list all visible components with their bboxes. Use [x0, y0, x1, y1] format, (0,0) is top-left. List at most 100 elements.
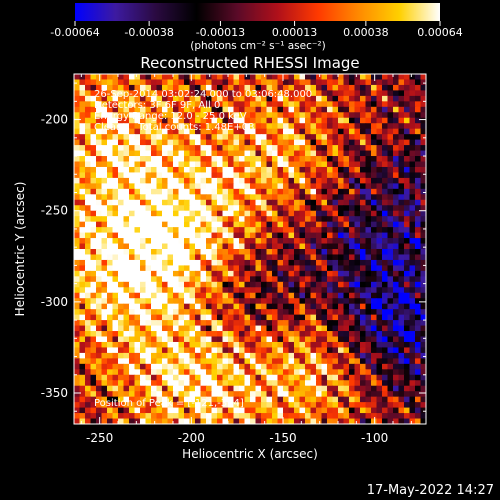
heatmap-cell	[294, 347, 301, 354]
heatmap-cell	[266, 402, 273, 409]
heatmap-cell	[184, 79, 191, 86]
heatmap-cell	[217, 254, 224, 261]
heatmap-cell	[354, 106, 361, 113]
heatmap-cell	[360, 194, 367, 201]
heatmap-cell	[365, 413, 372, 420]
heatmap-cell	[332, 249, 339, 256]
heatmap-cell	[327, 232, 334, 239]
heatmap-cell	[277, 172, 284, 179]
heatmap-cell	[112, 95, 119, 102]
heatmap-cell	[74, 341, 81, 349]
heatmap-cell	[294, 418, 301, 424]
heatmap-cell	[398, 106, 405, 113]
heatmap-cell	[79, 232, 86, 239]
heatmap-cell	[151, 352, 158, 359]
heatmap-cell	[343, 320, 350, 327]
heatmap-cell	[244, 298, 251, 305]
heatmap-cell	[178, 380, 185, 387]
heatmap-cell	[189, 413, 196, 420]
heatmap-cell	[123, 112, 130, 119]
heatmap-cell	[420, 396, 426, 403]
heatmap-cell	[349, 276, 356, 283]
heatmap-cell	[101, 347, 108, 354]
heatmap-cell	[272, 259, 279, 267]
heatmap-cell	[266, 358, 273, 365]
heatmap-cell	[343, 254, 350, 261]
heatmap-cell	[167, 90, 174, 97]
heatmap-cell	[343, 134, 350, 141]
heatmap-cell	[101, 309, 108, 316]
heatmap-cell	[327, 183, 334, 190]
heatmap-cell	[305, 172, 312, 179]
heatmap-cell	[294, 270, 301, 277]
heatmap-cell	[316, 369, 323, 376]
heatmap-cell	[404, 276, 411, 283]
heatmap-cell	[107, 380, 114, 387]
heatmap-cell	[79, 106, 86, 113]
heatmap-cell	[316, 161, 323, 168]
heatmap-cell	[393, 177, 400, 184]
heatmap-cell	[85, 205, 92, 212]
heatmap-cell	[151, 205, 158, 212]
heatmap-cell	[184, 84, 191, 92]
heatmap-cell	[189, 363, 196, 370]
heatmap-cell	[151, 259, 158, 267]
heatmap-cell	[255, 336, 262, 343]
heatmap-cell	[178, 336, 185, 343]
heatmap-cell	[145, 221, 152, 228]
heatmap-cell	[200, 358, 207, 365]
heatmap-cell	[299, 79, 306, 86]
heatmap-cell	[409, 74, 416, 81]
heatmap-cell	[200, 314, 207, 321]
heatmap-cell	[288, 314, 295, 321]
heatmap-cell	[343, 314, 350, 321]
heatmap-cell	[349, 106, 356, 113]
heatmap-cell	[398, 259, 405, 267]
heatmap-cell	[101, 363, 108, 370]
heatmap-cell	[299, 270, 306, 277]
heatmap-cell	[266, 227, 273, 234]
heatmap-cell	[277, 84, 284, 92]
heatmap-cell	[360, 380, 367, 387]
heatmap-cell	[398, 74, 405, 81]
heatmap-cell	[178, 139, 185, 146]
heatmap-cell	[85, 232, 92, 239]
heatmap-cell	[255, 309, 262, 316]
heatmap-cell	[349, 358, 356, 365]
heatmap-cell	[321, 396, 328, 403]
heatmap-cell	[96, 199, 103, 206]
heatmap-cell	[277, 238, 284, 245]
heatmap-cell	[112, 336, 119, 343]
heatmap-cell	[294, 341, 301, 349]
heatmap-cell	[393, 325, 400, 332]
heatmap-cell	[112, 139, 119, 146]
heatmap-cell	[79, 95, 86, 102]
heatmap-cell	[173, 227, 180, 234]
heatmap-cell	[332, 199, 339, 206]
heatmap-cell	[393, 413, 400, 420]
heatmap-cell	[409, 276, 416, 283]
heatmap-cell	[365, 298, 372, 305]
heatmap-cell	[206, 123, 213, 130]
heatmap-cell	[398, 112, 405, 119]
heatmap-cell	[255, 413, 262, 420]
heatmap-cell	[129, 314, 136, 321]
heatmap-cell	[404, 369, 411, 376]
heatmap-cell	[200, 254, 207, 261]
heatmap-cell	[250, 243, 257, 250]
heatmap-cell	[123, 281, 130, 288]
heatmap-cell	[189, 303, 196, 310]
heatmap-cell	[118, 79, 125, 86]
heatmap-cell	[74, 276, 81, 283]
heatmap-cell	[118, 74, 125, 81]
heatmap-cell	[123, 243, 130, 250]
heatmap-cell	[90, 352, 97, 359]
heatmap-cell	[112, 188, 119, 195]
heatmap-cell	[118, 227, 125, 234]
heatmap-cell	[239, 243, 246, 250]
heatmap-cell	[101, 407, 108, 414]
heatmap-cell	[404, 145, 411, 152]
heatmap-cell	[398, 117, 405, 124]
heatmap-cell	[393, 221, 400, 228]
heatmap-cell	[217, 139, 224, 146]
